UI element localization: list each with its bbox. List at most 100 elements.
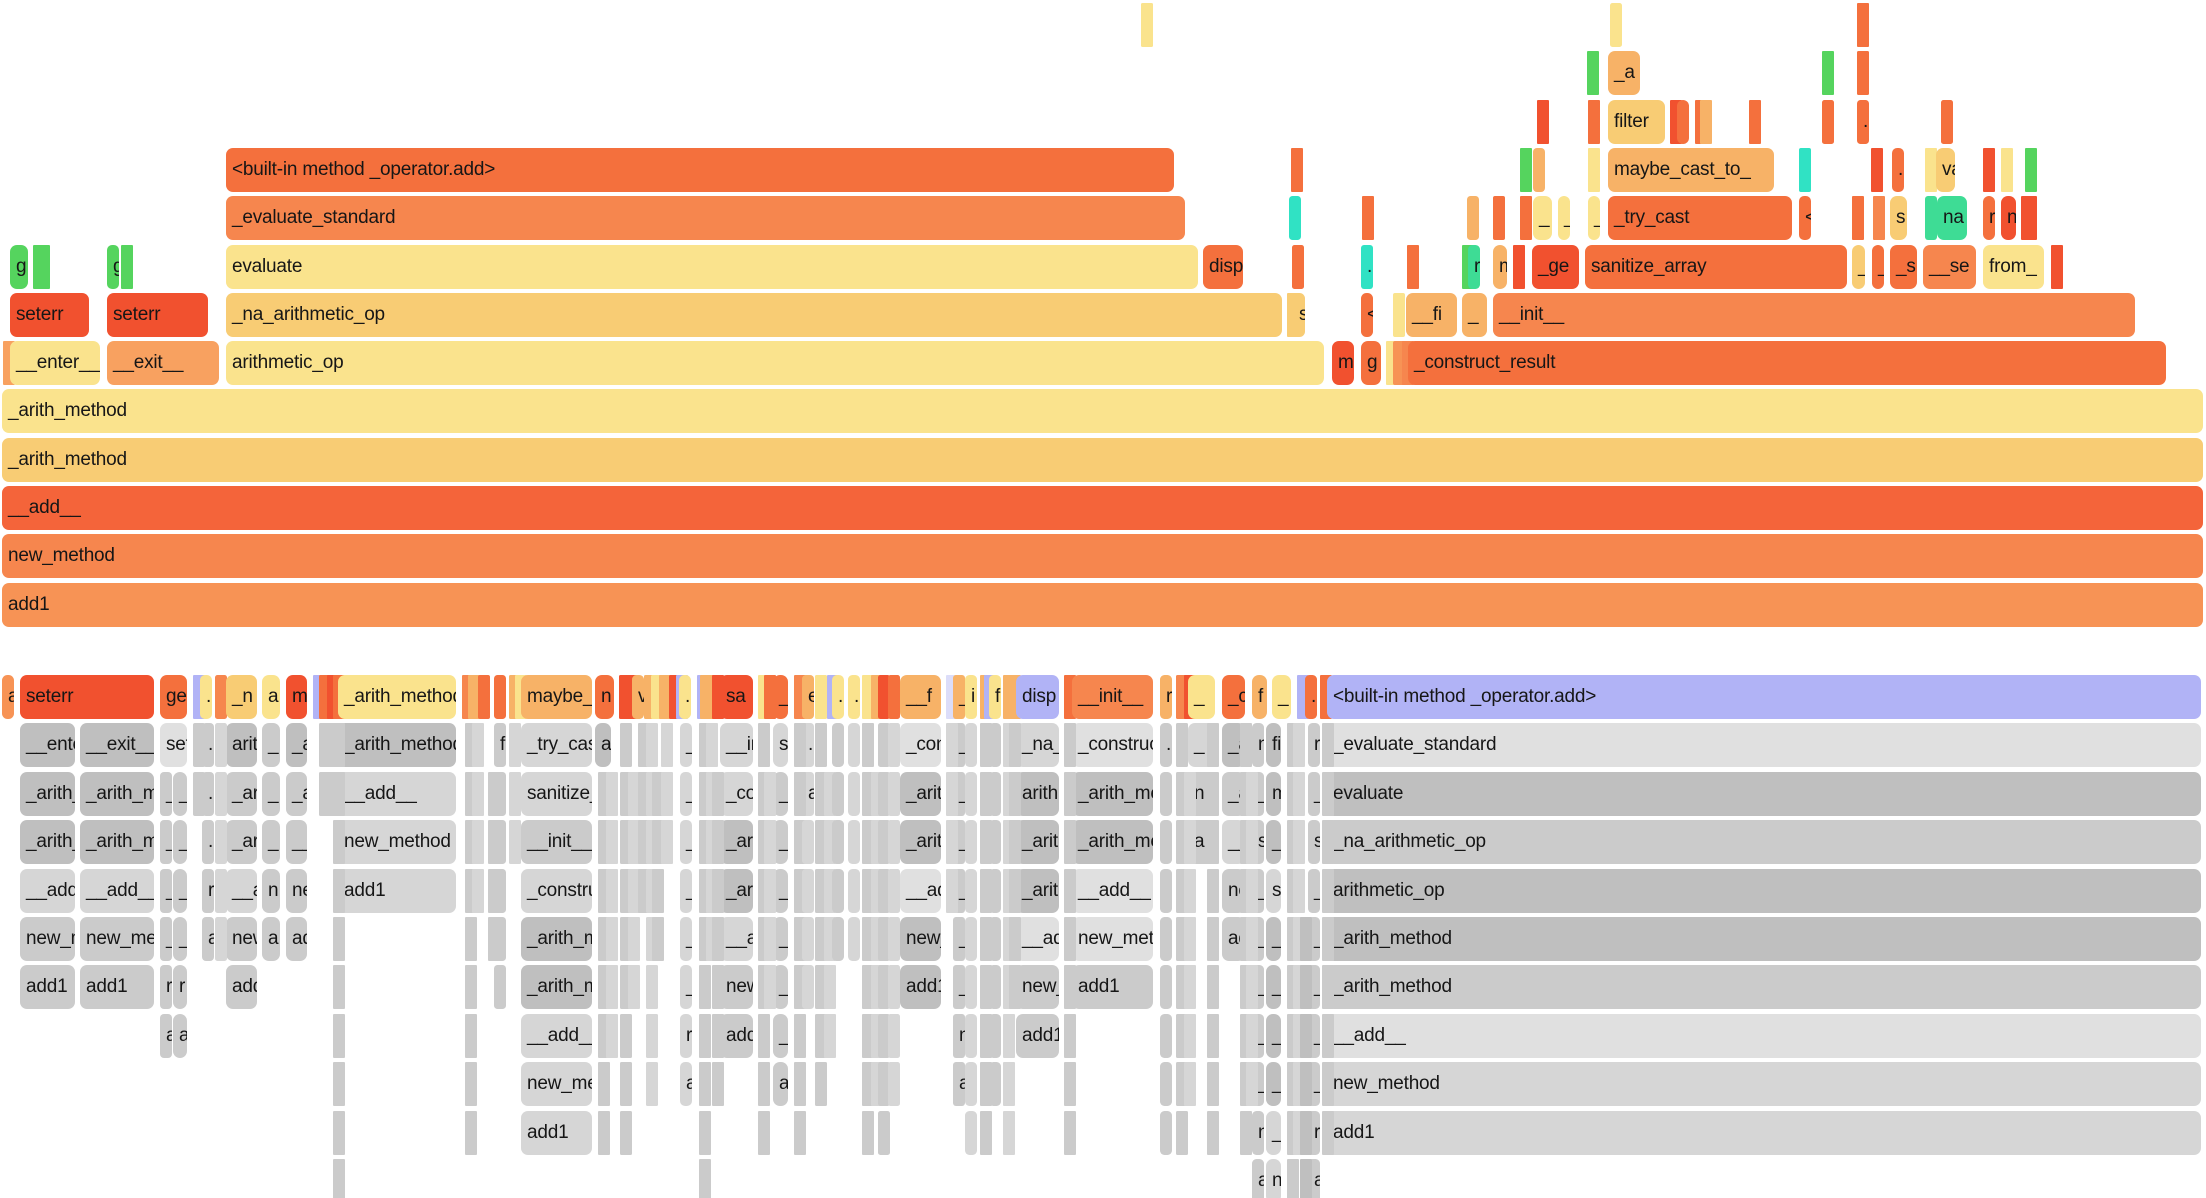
frame-sliver[interactable] <box>1160 868 1172 913</box>
frame-.[interactable]: . <box>202 723 214 768</box>
frame-a[interactable]: a <box>680 1062 692 1107</box>
frame-sliver[interactable] <box>1300 1159 1312 1198</box>
frame-_try_cast[interactable]: _try_cast <box>1608 196 1792 241</box>
frame-new_method[interactable]: new_method <box>1016 965 1059 1010</box>
frame-_[interactable]: _ <box>1266 965 1281 1010</box>
frame-a[interactable]: a <box>173 1013 187 1058</box>
frame-_[interactable]: _ <box>160 868 172 913</box>
frame-sliver[interactable] <box>888 1013 900 1058</box>
frame-n[interactable]: n <box>1266 1159 1281 1198</box>
frame-sliver[interactable] <box>1207 965 1219 1010</box>
frame-sliver[interactable] <box>472 820 484 865</box>
frame-sliver[interactable] <box>628 868 640 913</box>
frame-sliver[interactable] <box>1322 771 1334 816</box>
frame-sliver[interactable] <box>333 820 345 865</box>
frame-r[interactable]: r <box>1983 196 1995 241</box>
frame-_na_arithmetic_op[interactable]: _na_arithmetic_op <box>226 292 1282 337</box>
frame-m[interactable]: m <box>1332 341 1354 386</box>
frame-disp[interactable]: disp <box>1203 244 1243 289</box>
frame-sliver[interactable] <box>1322 917 1334 961</box>
frame-sliver[interactable] <box>1009 917 1021 961</box>
frame-sliver[interactable] <box>1009 771 1021 816</box>
frame-_[interactable]: _ <box>680 723 692 768</box>
frame-sliver[interactable] <box>1857 51 1869 96</box>
frame-.[interactable]: . <box>1160 723 1172 768</box>
frame-from_[interactable]: from_ <box>1983 244 2044 289</box>
frame-_arith_method[interactable]: _arith_method <box>338 723 456 768</box>
frame-sliver[interactable] <box>1064 771 1076 816</box>
frame-sliver[interactable] <box>465 1062 477 1107</box>
frame-__enter__[interactable]: __enter__ <box>10 341 100 386</box>
frame-_[interactable]: _ <box>680 965 692 1010</box>
frame-sliver[interactable] <box>824 1013 836 1058</box>
frame-sliver[interactable] <box>1064 868 1076 913</box>
frame-sliver[interactable] <box>193 723 205 768</box>
frame-add1[interactable]: add1 <box>226 965 257 1010</box>
frame-sliver[interactable] <box>1587 51 1599 96</box>
frame-sliver[interactable] <box>333 1159 345 1198</box>
frame-sliver[interactable] <box>832 723 844 768</box>
frame-sliver[interactable] <box>802 868 814 913</box>
frame-sliver[interactable] <box>1799 147 1811 192</box>
frame-seterr[interactable]: seterr <box>20 675 154 719</box>
frame-sliver[interactable] <box>832 917 844 961</box>
frame-.[interactable]: . <box>200 675 212 719</box>
frame-_arith_method[interactable]: _arith_method <box>226 771 257 816</box>
frame-sliver[interactable] <box>758 1110 770 1155</box>
frame-sliver[interactable] <box>494 820 506 865</box>
frame-.[interactable]: . <box>202 771 214 816</box>
frame-_[interactable]: _ <box>262 820 280 865</box>
frame-sliver[interactable] <box>878 965 890 1010</box>
frame-sliver[interactable] <box>1246 1062 1258 1107</box>
frame-sliver[interactable] <box>1941 99 1953 144</box>
frame-sliver[interactable] <box>1009 965 1021 1010</box>
frame-sliver[interactable] <box>862 1110 874 1155</box>
frame-_arith_method[interactable]: _arith_method <box>521 917 592 961</box>
frame-sliver[interactable] <box>712 820 724 865</box>
frame-sliver[interactable] <box>1064 820 1076 865</box>
frame-n[interactable]: n <box>595 675 614 719</box>
frame-sliver[interactable] <box>1513 244 1525 289</box>
frame-_arith_method[interactable]: _arith_method <box>2 389 2203 434</box>
frame-sliver[interactable] <box>1240 723 1252 768</box>
frame-sliver[interactable] <box>989 868 1001 913</box>
frame-__fi[interactable]: __fi <box>1406 292 1457 337</box>
frame-new_method[interactable]: new_method <box>226 917 257 961</box>
frame-sliver[interactable] <box>478 675 490 719</box>
frame-sliver[interactable] <box>646 965 658 1010</box>
frame-sliver[interactable] <box>1293 868 1305 913</box>
frame-sliver[interactable] <box>1064 723 1076 768</box>
frame-n[interactable]: n <box>953 1013 965 1058</box>
frame-_[interactable]: _ <box>680 868 692 913</box>
frame-__init__[interactable]: __init__ <box>1493 292 2135 337</box>
frame-_[interactable]: _ <box>1266 1062 1281 1107</box>
frame-s[interactable]: s <box>1266 868 1281 913</box>
frame-g[interactable]: g <box>1361 341 1381 386</box>
frame-_[interactable]: _ <box>1266 917 1281 961</box>
frame-sliver[interactable] <box>1160 1062 1172 1107</box>
frame-sliver[interactable] <box>494 675 506 719</box>
frame-sliver[interactable] <box>1588 99 1600 144</box>
frame-sliver[interactable] <box>1064 1062 1076 1107</box>
frame-_arith_method[interactable]: _arith_method <box>900 771 941 816</box>
frame-sliver[interactable] <box>606 917 618 961</box>
frame-.[interactable]: . <box>1305 675 1317 719</box>
frame-sliver[interactable] <box>1009 868 1021 913</box>
frame-sliver[interactable] <box>1520 147 1532 192</box>
frame-sliver[interactable] <box>1003 1013 1015 1058</box>
frame-sliver[interactable] <box>494 771 506 816</box>
frame-sliver[interactable] <box>712 1062 724 1107</box>
frame-sliver[interactable] <box>1677 99 1689 144</box>
frame-_arith_method[interactable]: _arith_method <box>720 820 753 865</box>
frame-add1[interactable]: add1 <box>1327 1110 2201 1155</box>
frame-sliver[interactable] <box>215 771 227 816</box>
frame-sliver[interactable] <box>1749 99 1761 144</box>
frame-a[interactable]: a <box>953 1062 965 1107</box>
frame-a[interactable]: a <box>262 917 280 961</box>
frame-sliver[interactable] <box>712 917 724 961</box>
frame-sliver[interactable] <box>794 1062 806 1107</box>
frame-sliver[interactable] <box>1064 965 1076 1010</box>
frame-sliver[interactable] <box>1300 1062 1312 1107</box>
frame-n[interactable]: n <box>1252 723 1264 768</box>
frame-sliver[interactable] <box>1925 147 1937 192</box>
